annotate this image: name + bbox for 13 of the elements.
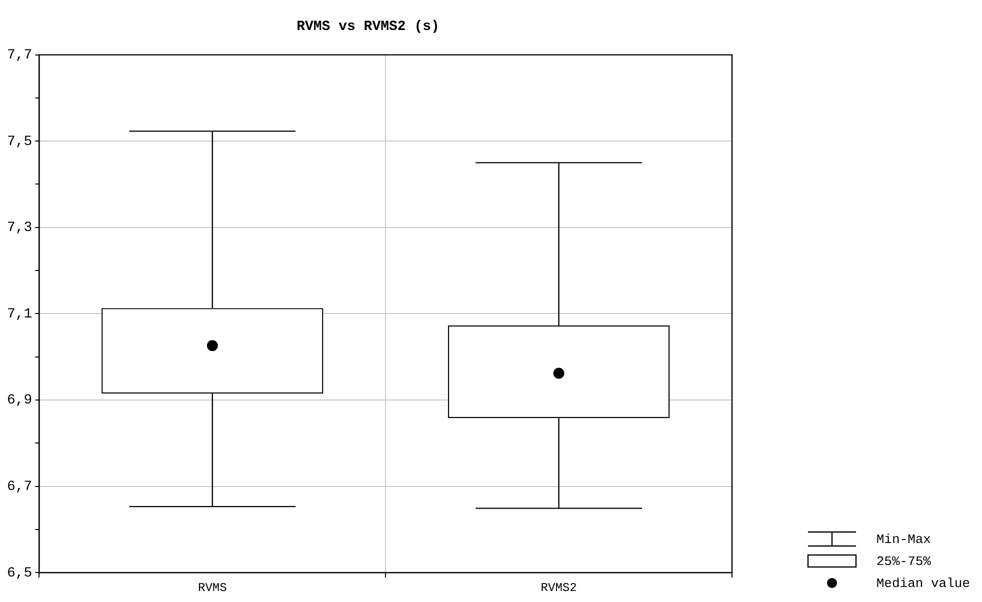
text: Median value: [876, 576, 970, 590]
y-tick-label: 7,5: [6, 134, 32, 150]
y-tick-label: 6,7: [6, 479, 32, 496]
y-tick-label: 7,3: [6, 220, 32, 236]
x-tick-label: RVMS: [198, 580, 227, 595]
chart-title: RVMS vs RVMS2 (s): [296, 18, 440, 35]
y-tick-label: 7,1: [6, 306, 32, 322]
y-tick-label: 6,9: [6, 392, 32, 409]
y-tick-label: 7,7: [6, 48, 32, 64]
y-tick-label: 6,5: [6, 565, 32, 582]
x-tick-label: RVMS2: [540, 580, 577, 595]
text: Min-Max: [876, 532, 931, 546]
text: 25%-75%: [876, 554, 931, 568]
